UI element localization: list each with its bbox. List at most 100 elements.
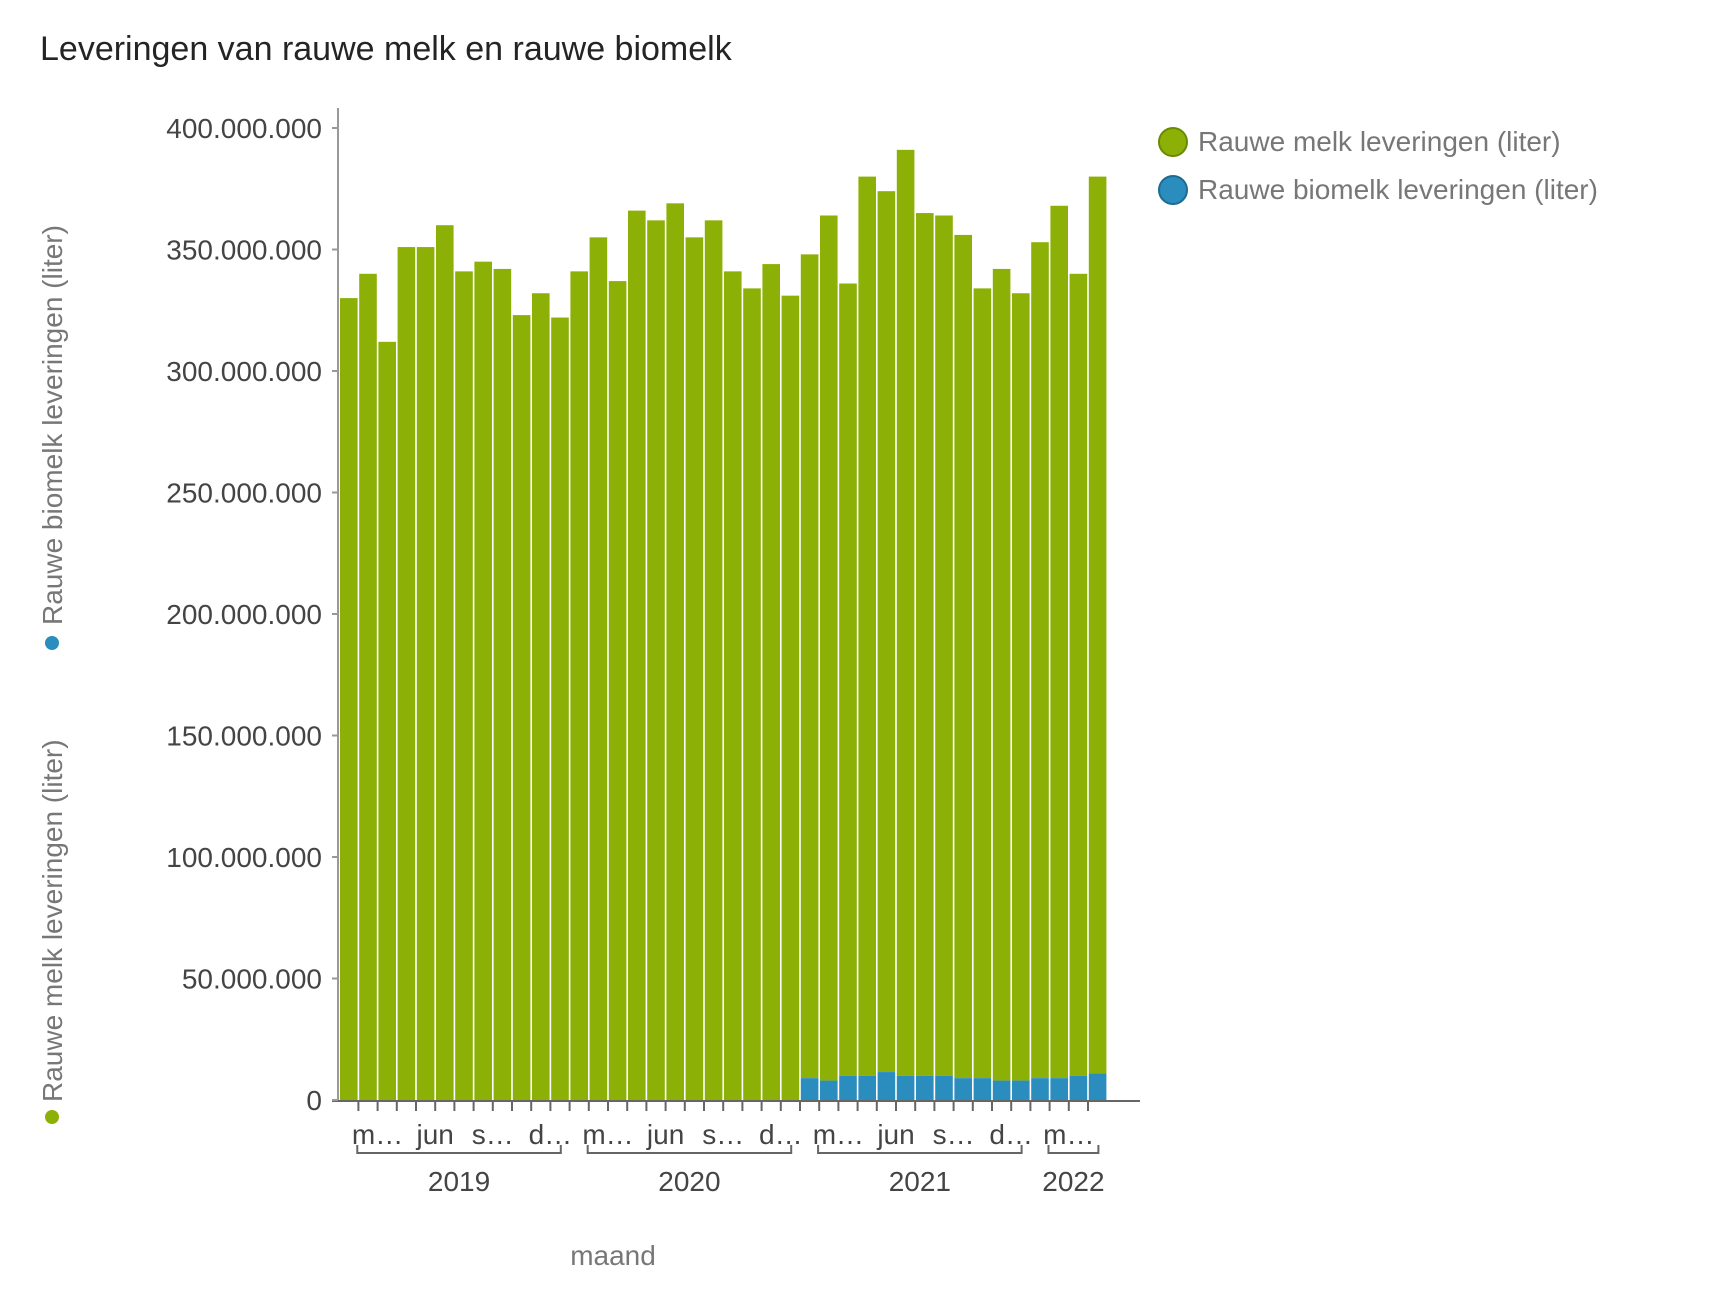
bar-melk-2021-05[interactable]: [877, 191, 896, 1073]
x-month-label: s…: [933, 1119, 975, 1150]
x-year-bracket: [356, 1145, 562, 1154]
y-axis-melk-dot: [45, 1110, 59, 1124]
bar-melk-2021-01[interactable]: [800, 254, 819, 1079]
x-month-label: s…: [702, 1119, 744, 1150]
bar-melk-2019-07[interactable]: [455, 271, 473, 1100]
bar-melk-2019-10[interactable]: [512, 315, 531, 1100]
bar-melk-2019-06[interactable]: [436, 225, 454, 1100]
legend-item-melk[interactable]: Rauwe melk leveringen (liter): [1158, 118, 1598, 166]
bar-biomelk-2022-03[interactable]: [1069, 1075, 1088, 1100]
bar-biomelk-2021-05[interactable]: [877, 1072, 896, 1100]
bar-melk-2020-05[interactable]: [647, 220, 665, 1101]
bar-melk-2020-07[interactable]: [685, 237, 704, 1101]
bar-melk-2019-01[interactable]: [340, 298, 358, 1101]
y-axis-title-bio: Rauwe biomelk leveringen (liter): [37, 225, 68, 625]
bar-melk-2020-12[interactable]: [781, 295, 800, 1100]
bar-melk-2019-12[interactable]: [551, 317, 569, 1100]
bar-melk-2020-06[interactable]: [666, 203, 684, 1100]
bar-melk-2020-08[interactable]: [704, 220, 723, 1101]
bar-melk-2022-01[interactable]: [1031, 242, 1049, 1079]
legend-biomelk-marker: [1158, 175, 1188, 205]
bar-biomelk-2021-11[interactable]: [992, 1080, 1011, 1100]
chart-title: Leveringen van rauwe melk en rauwe biome…: [40, 30, 732, 68]
x-month-label: jun: [876, 1119, 914, 1150]
bar-biomelk-2021-01[interactable]: [800, 1078, 819, 1100]
bar-biomelk-2021-03[interactable]: [839, 1075, 857, 1100]
x-month-label: d…: [759, 1119, 803, 1150]
bar-melk-2021-03[interactable]: [839, 283, 857, 1076]
bar-melk-2020-03[interactable]: [608, 281, 627, 1101]
x-month-label: s…: [472, 1119, 514, 1150]
x-month-label: jun: [416, 1119, 454, 1150]
bar-melk-2021-04[interactable]: [858, 176, 876, 1076]
bar-biomelk-2021-08[interactable]: [935, 1075, 953, 1100]
x-month-label: d…: [989, 1119, 1033, 1150]
x-month-label: m…: [352, 1119, 403, 1150]
bar-melk-2020-02[interactable]: [589, 237, 608, 1101]
x-month-label: m…: [1043, 1119, 1094, 1150]
bar-melk-2022-02[interactable]: [1050, 205, 1068, 1079]
bar-biomelk-2021-06[interactable]: [896, 1075, 915, 1100]
legend-biomelk-label: Rauwe biomelk leveringen (liter): [1198, 174, 1598, 205]
bars-group: [340, 149, 1107, 1101]
bar-melk-2019-08[interactable]: [474, 261, 492, 1100]
x-axis-title: maand: [570, 1240, 656, 1271]
x-year-label: 2021: [889, 1166, 951, 1197]
bar-melk-2021-12[interactable]: [1012, 293, 1030, 1081]
bar-melk-2019-05[interactable]: [416, 247, 435, 1100]
x-year-bracket: [1047, 1145, 1100, 1154]
bar-melk-2022-03[interactable]: [1069, 273, 1088, 1076]
x-year-label: 2019: [428, 1166, 490, 1197]
bar-melk-2021-08[interactable]: [935, 215, 953, 1076]
x-year-bracket: [817, 1145, 1023, 1154]
axes-group: 0 50.000.000 100.000.000 150.000.000 200.000…: [166, 108, 1140, 1197]
bar-biomelk-2022-01[interactable]: [1031, 1078, 1049, 1100]
y-tick-label: 300.000.000: [166, 356, 322, 387]
legend-melk-label: Rauwe melk leveringen (liter): [1198, 126, 1561, 157]
legend-item-biomelk[interactable]: Rauwe biomelk leveringen (liter): [1158, 166, 1598, 214]
bar-melk-2020-10[interactable]: [743, 288, 761, 1100]
bar-melk-2020-09[interactable]: [724, 271, 742, 1100]
y-tick-label: 400.000.000: [166, 113, 322, 144]
x-month-label: d…: [529, 1119, 573, 1150]
y-tick-label: 250.000.000: [166, 478, 322, 509]
bar-melk-2021-02[interactable]: [820, 215, 838, 1081]
y-tick-label: 100.000.000: [166, 842, 322, 873]
bar-biomelk-2021-04[interactable]: [858, 1075, 876, 1100]
bar-biomelk-2021-10[interactable]: [973, 1078, 992, 1100]
x-year-label: 2022: [1042, 1166, 1104, 1197]
bar-melk-2022-04[interactable]: [1088, 176, 1107, 1074]
bar-melk-2019-02[interactable]: [359, 273, 377, 1100]
bar-melk-2019-09[interactable]: [493, 268, 512, 1100]
y-tick-label: 0: [306, 1085, 322, 1116]
bar-melk-2021-09[interactable]: [954, 234, 972, 1079]
legend: Rauwe melk leveringen (liter) Rauwe biom…: [1158, 118, 1598, 214]
bar-melk-2020-11[interactable]: [762, 264, 780, 1101]
x-month-label: m…: [582, 1119, 633, 1150]
bar-melk-2020-04[interactable]: [628, 210, 646, 1100]
y-tick-label: 50.000.000: [182, 964, 322, 995]
bar-melk-2021-07[interactable]: [916, 213, 934, 1076]
x-year-bracket: [586, 1145, 793, 1154]
bar-biomelk-2022-04[interactable]: [1088, 1073, 1107, 1100]
y-tick-label: 350.000.000: [166, 235, 322, 266]
bar-biomelk-2021-02[interactable]: [820, 1080, 838, 1100]
y-axis-title: Rauwe melk leveringen (liter) Rauwe biom…: [37, 225, 68, 1124]
bar-melk-2020-01[interactable]: [570, 271, 588, 1100]
bar-biomelk-2021-09[interactable]: [954, 1078, 972, 1100]
y-tick-label: 200.000.000: [166, 599, 322, 630]
bar-biomelk-2022-02[interactable]: [1050, 1078, 1068, 1100]
bar-melk-2021-11[interactable]: [992, 268, 1011, 1081]
y-tick-label: 150.000.000: [166, 721, 322, 752]
bar-biomelk-2021-07[interactable]: [916, 1075, 934, 1100]
x-month-label: jun: [646, 1119, 684, 1150]
bar-biomelk-2021-12[interactable]: [1012, 1080, 1030, 1100]
bar-melk-2019-11[interactable]: [532, 293, 550, 1100]
bar-melk-2021-06[interactable]: [896, 149, 915, 1076]
legend-melk-marker: [1158, 127, 1188, 157]
bar-melk-2021-10[interactable]: [973, 288, 992, 1079]
bar-melk-2019-03[interactable]: [378, 341, 396, 1101]
bar-melk-2019-04[interactable]: [397, 247, 416, 1100]
y-axis-bio-dot: [45, 636, 59, 650]
